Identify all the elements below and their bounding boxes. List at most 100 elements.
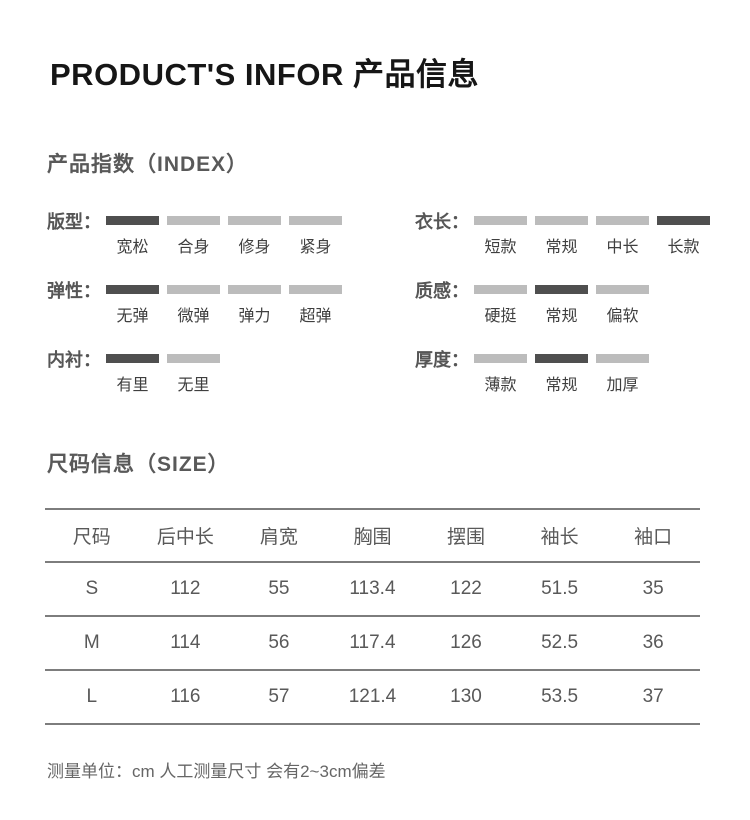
index-option-label: 弹力 <box>238 308 271 325</box>
index-option-label: 常规 <box>545 377 578 394</box>
index-option: 修身 <box>228 216 281 257</box>
index-option-label: 长款 <box>667 239 700 256</box>
index-bar <box>228 285 281 294</box>
cell: 117.4 <box>349 632 396 653</box>
table-row-m: M 114 56 117.4 126 52.5 36 <box>45 616 700 670</box>
index-row-length: 衣长： 短款 常规 中长 长款 <box>415 211 750 257</box>
cell: 52.5 <box>541 632 579 653</box>
index-option-label: 微弹 <box>177 308 210 325</box>
index-bar <box>106 354 159 363</box>
col-header-cuff: 袖口 <box>634 527 673 548</box>
index-bar <box>474 354 527 363</box>
index-bar <box>657 216 710 225</box>
cell: L <box>86 686 98 707</box>
index-bar <box>596 285 649 294</box>
cell: 121.4 <box>348 686 397 707</box>
table-row-s: S 112 55 113.4 122 51.5 35 <box>45 562 700 616</box>
index-option-label: 薄款 <box>484 377 517 394</box>
index-bar <box>474 216 527 225</box>
index-bar <box>535 216 588 225</box>
index-bar <box>228 216 281 225</box>
index-grid: 版型： 宽松 合身 修身 紧身 <box>47 211 750 395</box>
index-option-label: 硬挺 <box>484 308 517 325</box>
index-option: 无里 <box>167 354 220 395</box>
index-option-label: 无里 <box>177 377 210 394</box>
col-header-hem: 摆围 <box>447 527 486 548</box>
index-option-label: 无弹 <box>116 308 149 325</box>
cell: 55 <box>268 578 290 599</box>
index-row-label: 质感： <box>415 280 469 301</box>
index-option: 有里 <box>106 354 159 395</box>
cell: 51.5 <box>541 578 579 599</box>
index-option-label: 短款 <box>484 239 517 256</box>
index-option: 硬挺 <box>474 285 527 326</box>
size-table-header-row: 尺码 后中长 肩宽 胸围 摆围 袖长 袖口 <box>45 509 700 562</box>
size-section-heading: 尺码信息（SIZE） <box>47 453 230 476</box>
index-option-label: 常规 <box>545 308 578 325</box>
index-option: 合身 <box>167 216 220 257</box>
index-option-label: 中长 <box>606 239 639 256</box>
index-option: 宽松 <box>106 216 159 257</box>
index-bar <box>106 216 159 225</box>
index-row-label: 衣长： <box>415 211 469 232</box>
size-table: 尺码 后中长 肩宽 胸围 摆围 袖长 袖口 S 112 55 113.4 122… <box>45 508 700 725</box>
index-option-label: 紧身 <box>299 239 332 256</box>
index-row-elasticity: 弹性： 无弹 微弹 弹力 超弹 <box>47 280 415 326</box>
col-header-shoulder: 肩宽 <box>259 527 298 548</box>
index-option-label: 偏软 <box>606 308 639 325</box>
cell: 112 <box>170 578 201 599</box>
index-option-label: 超弹 <box>299 308 332 325</box>
index-bar <box>289 216 342 225</box>
index-row-label: 版型： <box>47 211 101 232</box>
index-option: 中长 <box>596 216 649 257</box>
cell: M <box>83 632 100 653</box>
index-row-label: 内衬： <box>47 349 101 370</box>
col-header-sleeve-length: 袖长 <box>540 527 579 548</box>
index-bar <box>474 285 527 294</box>
index-option: 无弹 <box>106 285 159 326</box>
col-header-bust: 胸围 <box>353 527 392 548</box>
index-option-label: 有里 <box>116 377 149 394</box>
index-row-label: 厚度： <box>415 349 469 370</box>
index-option-label: 宽松 <box>116 239 149 256</box>
index-option: 紧身 <box>289 216 342 257</box>
cell: 126 <box>450 632 482 653</box>
index-option: 弹力 <box>228 285 281 326</box>
index-bar <box>106 285 159 294</box>
index-option-label: 合身 <box>177 239 210 256</box>
index-row-label: 弹性： <box>47 280 101 301</box>
cell: 35 <box>642 578 664 599</box>
index-option-label: 常规 <box>545 239 578 256</box>
index-option: 长款 <box>657 216 710 257</box>
index-option-label: 修身 <box>238 239 271 256</box>
index-option: 常规 <box>535 216 588 257</box>
index-option: 微弹 <box>167 285 220 326</box>
cell: 36 <box>642 632 664 653</box>
page-title: PRODUCT'S INFOR 产品信息 <box>50 57 479 92</box>
table-row-l: L 116 57 121.4 130 53.5 37 <box>45 670 700 724</box>
index-option: 薄款 <box>474 354 527 395</box>
index-bar <box>289 285 342 294</box>
index-bar <box>167 354 220 363</box>
cell: 57 <box>268 686 290 707</box>
index-row-thickness: 厚度： 薄款 常规 加厚 <box>415 349 750 395</box>
index-option: 偏软 <box>596 285 649 326</box>
cell: 114 <box>170 632 201 653</box>
cell: 116 <box>170 686 201 707</box>
index-row-fit: 版型： 宽松 合身 修身 紧身 <box>47 211 415 257</box>
index-bar <box>596 354 649 363</box>
index-bar <box>167 216 220 225</box>
measurement-note: 测量单位：cm 人工测量尺寸 会有2~3cm偏差 <box>47 762 386 781</box>
index-bar <box>596 216 649 225</box>
index-option: 常规 <box>535 354 588 395</box>
col-header-size: 尺码 <box>72 527 111 548</box>
index-bar <box>167 285 220 294</box>
cell: 37 <box>642 686 664 707</box>
index-option: 短款 <box>474 216 527 257</box>
index-option-label: 加厚 <box>606 377 639 394</box>
index-bar <box>535 285 588 294</box>
index-option: 加厚 <box>596 354 649 395</box>
cell: 122 <box>450 578 482 599</box>
index-row-texture: 质感： 硬挺 常规 偏软 <box>415 280 750 326</box>
